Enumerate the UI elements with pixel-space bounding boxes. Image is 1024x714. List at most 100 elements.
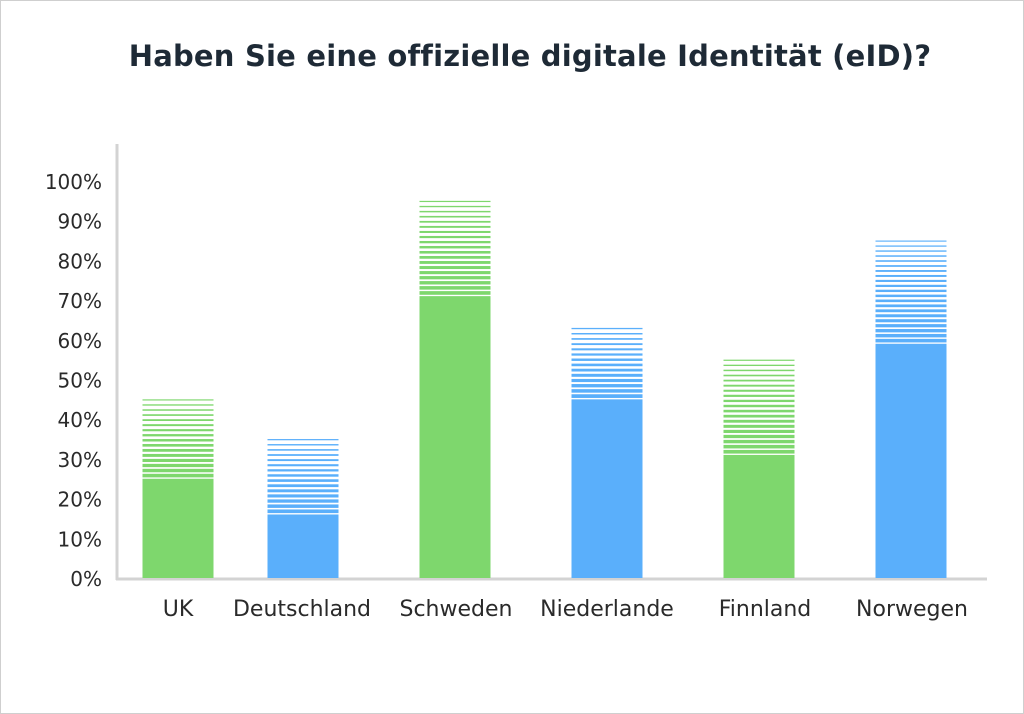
bar-stripe [723,439,795,444]
bar-stripe [875,314,947,318]
bar-stripe [419,261,491,264]
bar-stripe [267,464,339,467]
bar-stripe [571,368,643,372]
bar-stripe [267,489,339,493]
bar-stripe [723,359,795,361]
bar-stripe [267,459,339,462]
bar-stripe [419,250,491,254]
bar-solid-niederlande [571,399,643,578]
bar-stripe [723,369,795,372]
bar-stripe [723,404,795,408]
y-tick-label: 20% [58,488,102,512]
bar-stripe [571,373,643,377]
bar-stripe [723,399,795,403]
bar-stripe [875,319,947,323]
bar-stripe [142,458,214,463]
bar-stripe [571,378,643,383]
bar-solid-norwegen [875,343,947,578]
bar-stripe [571,358,643,361]
bar-stripe [571,332,643,335]
bar-striped-schweden [419,200,491,295]
bar-stripe [419,210,491,213]
bar-stripe [419,271,491,275]
chart-title: Haben Sie eine offizielle digitale Ident… [128,39,932,73]
bar-stripe [875,270,947,272]
bar-stripe [267,474,339,477]
bar-stripe [419,276,491,280]
bar-stripe [723,419,795,423]
bar-stripe [571,394,643,398]
bar-stripe [875,289,947,293]
bar-stripe [142,434,214,437]
bar-stripe [571,343,643,346]
bar-stripe [267,499,339,503]
bar-stripe [571,353,643,356]
bar-stripe [267,504,339,508]
bar-stripe [142,444,214,447]
bar-striped-deutschland [267,439,339,514]
bar-stripe [571,363,643,367]
y-tick-label: 50% [58,369,102,393]
bar-stripe [875,255,947,257]
x-tick-label: UK [163,597,194,622]
x-tick-label: Niederlande [540,597,674,622]
bar-stripe [875,304,947,308]
bar-stripe [875,265,947,267]
bar-stripe [419,256,491,259]
x-tick-label: Deutschland [233,597,371,622]
bar-stripe [419,291,491,295]
bar-stripe [875,329,947,333]
bar-stripe [419,200,491,203]
bar-stripe [267,509,339,514]
bar-stripe [723,444,795,449]
y-tick-label: 10% [58,527,102,551]
bar-stripe [875,279,947,282]
bar-stripe [267,439,339,441]
bar-striped-norwegen [875,240,947,343]
bar-stripe [267,444,339,446]
bar-stripe [875,333,947,338]
bar-stripe [723,374,795,377]
bar-stripe [267,479,339,482]
bar-stripe [875,240,947,242]
bar-stripe [875,250,947,252]
bar-stripe [142,473,214,478]
bar-stripe [142,399,214,401]
bar-stripe [142,468,214,473]
bar-stripe [875,338,947,343]
bar-stripe [723,434,795,439]
bar-stripe [419,286,491,290]
bar-stripe [875,260,947,262]
y-tick-label: 90% [58,210,102,234]
bar-stripe [267,449,339,451]
y-tick-label: 30% [58,448,102,472]
bar-stripe [419,225,491,228]
y-tick-label: 60% [58,329,102,353]
bar-stripe [571,384,643,388]
x-tick-label: Schweden [400,597,513,622]
bar-stripe [267,484,339,488]
bar-stripe [875,299,947,303]
bar-stripe [723,449,795,454]
bar-stripe [419,220,491,223]
bar-stripe [267,469,339,472]
bar-stripe [419,245,491,249]
bar-stripe [875,245,947,247]
bar-stripe [419,215,491,218]
bar-stripe [142,448,214,452]
bar-stripe [142,439,214,442]
bar-stripe [875,274,947,277]
bar-stripe [419,205,491,208]
bar-stripe [723,389,795,392]
bar-stripe [875,309,947,313]
bar-stripe [142,453,214,457]
bar-stripe [723,424,795,428]
bar-stripe [142,419,214,422]
bar-solid-deutschland [267,514,339,578]
bar-solid-schweden [419,296,491,578]
bar-stripe [723,429,795,433]
bar-stripe [875,294,947,298]
bar-stripe [723,414,795,418]
bar-stripe [267,494,339,498]
